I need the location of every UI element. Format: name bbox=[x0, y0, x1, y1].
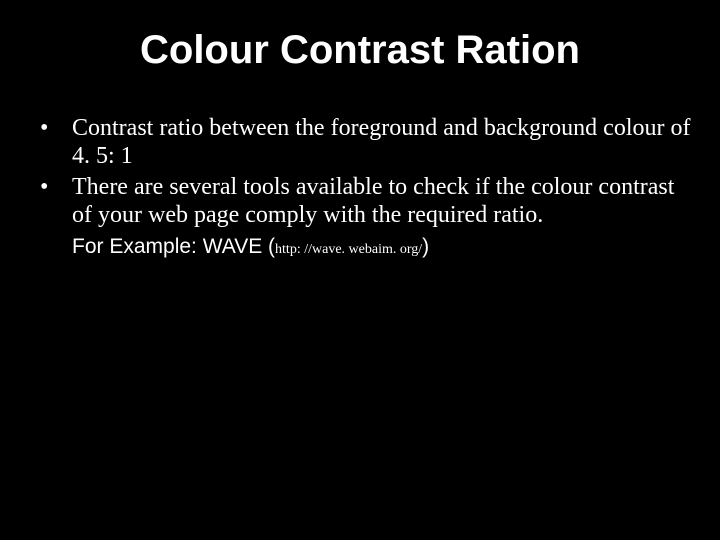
example-url: http: //wave. webaim. org/ bbox=[275, 242, 422, 257]
bullet-text: There are several tools available to che… bbox=[72, 174, 674, 228]
slide-title: Colour Contrast Ration bbox=[24, 28, 696, 73]
slide: Colour Contrast Ration Contrast ratio be… bbox=[0, 0, 720, 540]
list-item: There are several tools available to che… bbox=[24, 174, 696, 229]
list-item: Contrast ratio between the foreground an… bbox=[24, 115, 696, 170]
example-prefix: For Example: WAVE ( bbox=[72, 235, 275, 258]
example-line: For Example: WAVE (http: //wave. webaim.… bbox=[24, 233, 696, 260]
bullet-list: Contrast ratio between the foreground an… bbox=[24, 115, 696, 229]
bullet-text: Contrast ratio between the foreground an… bbox=[72, 115, 690, 169]
example-suffix: ) bbox=[422, 235, 429, 258]
